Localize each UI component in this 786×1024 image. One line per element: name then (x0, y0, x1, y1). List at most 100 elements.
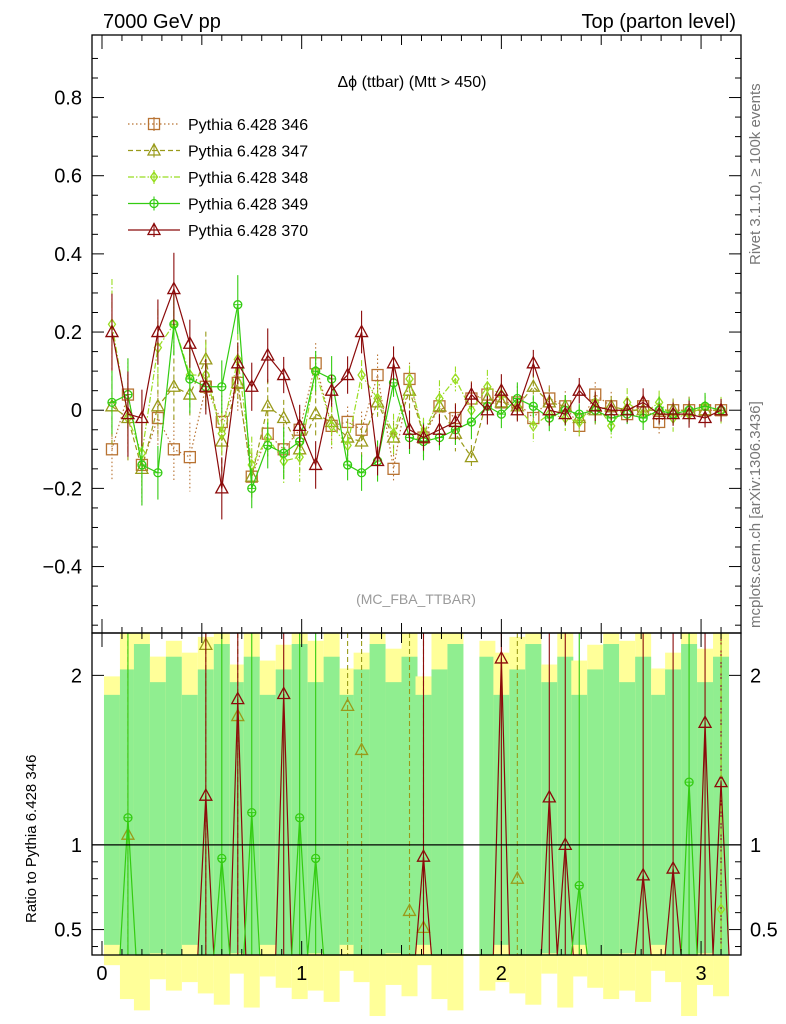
data-point (107, 397, 117, 408)
ratio-y-tick-label-right: 1 (750, 835, 761, 857)
ratio-series-line (119, 782, 698, 956)
data-point (185, 374, 195, 384)
data-point (636, 394, 651, 408)
data-point (104, 324, 120, 338)
data-point (620, 402, 635, 416)
ratio-y-tick-label: 2 (71, 665, 82, 687)
y-tick-label: −0.4 (43, 557, 82, 579)
legend-entry: Pythia 6.428 349 (128, 196, 308, 214)
x-tick-label: 1 (296, 963, 307, 985)
data-point (327, 419, 336, 432)
ratio-inner-band (369, 644, 386, 955)
series-line (111, 304, 722, 489)
header-right: Top (parton level) (581, 11, 736, 33)
data-point (247, 483, 257, 494)
ratio-point (402, 903, 417, 917)
data-point (526, 378, 541, 392)
data-point (292, 417, 307, 431)
ratio-inner-band (587, 669, 604, 955)
data-point (214, 480, 229, 494)
data-point (402, 382, 417, 396)
data-point (233, 300, 243, 310)
data-point (311, 366, 321, 376)
data-point (572, 382, 587, 396)
data-point (652, 406, 667, 420)
legend-marker (149, 170, 159, 184)
ratio-y-tick-label-right: 0.5 (750, 920, 778, 942)
data-point (466, 417, 477, 427)
y-tick-label: −0.2 (43, 478, 82, 500)
ratio-y-tick-label: 0.5 (54, 920, 82, 942)
ratio-inner-band (525, 644, 542, 955)
data-point (198, 378, 213, 392)
legend: Pythia 6.428 346 Pythia 6.428 347 Pythia 6… (128, 117, 308, 240)
data-point (558, 406, 573, 420)
data-point (308, 457, 323, 471)
ratio-inner-band (619, 682, 636, 954)
ratio-inner-band (133, 644, 150, 955)
ratio-inner-band (385, 682, 402, 954)
data-point (279, 448, 289, 458)
data-point (276, 410, 291, 424)
ratio-inner-band (651, 694, 668, 945)
data-point (666, 406, 681, 420)
data-point (405, 372, 414, 386)
data-point (480, 402, 495, 416)
data-point (137, 460, 147, 470)
data-point (260, 347, 275, 361)
data-point (697, 410, 713, 424)
data-point (528, 401, 538, 411)
data-point (574, 415, 584, 429)
legend-entry: Pythia 6.428 348 (128, 170, 308, 187)
data-point (324, 382, 339, 396)
legend-entry: Pythia 6.428 370 (128, 222, 308, 240)
series-pythia-6-428-370 (104, 252, 729, 520)
data-point (244, 378, 259, 392)
ratio-inner-band (103, 694, 120, 945)
x-tick-label: 3 (695, 963, 706, 985)
series-line (111, 287, 722, 489)
x-tick-label: 2 (496, 963, 507, 985)
data-point (448, 414, 463, 428)
data-point (260, 398, 275, 412)
x-tick-label: 0 (96, 963, 107, 985)
data-point (496, 409, 507, 419)
data-point (356, 468, 367, 478)
data-point (214, 433, 229, 447)
ratio-y-tick-label-right: 2 (750, 665, 761, 687)
legend-label: Pythia 6.428 370 (188, 223, 308, 240)
data-point (510, 402, 525, 416)
legend-label: Pythia 6.428 348 (188, 170, 308, 187)
data-point (166, 281, 181, 295)
legend-marker (147, 117, 161, 131)
data-point (371, 368, 384, 382)
ratio-inner-band (165, 656, 182, 955)
data-point (386, 355, 401, 369)
header-left: 7000 GeV pp (103, 11, 221, 33)
legend-label: Pythia 6.428 346 (188, 117, 308, 134)
data-point (182, 335, 197, 349)
series-line (111, 322, 722, 467)
rivet-label: Rivet 3.1.10, ≥ 100k events (747, 83, 764, 265)
ratio-y-tick-label: 1 (71, 835, 82, 857)
ratio-point (716, 903, 726, 916)
ratio-point (510, 870, 525, 884)
legend-marker (146, 142, 162, 156)
ratio-inner-band (259, 694, 276, 945)
data-point (263, 440, 273, 451)
data-point (342, 460, 353, 470)
ratio-point (354, 742, 369, 756)
data-point (153, 468, 163, 478)
data-point (432, 398, 447, 412)
data-point (167, 443, 181, 456)
data-point (713, 402, 729, 416)
ratio-inner-band (431, 669, 448, 955)
series-line (111, 357, 722, 477)
data-point (340, 367, 355, 381)
data-point (230, 355, 245, 369)
data-point (217, 427, 227, 440)
data-point (373, 392, 382, 405)
data-point (357, 368, 366, 382)
y-tick-label: 0.4 (54, 244, 82, 266)
